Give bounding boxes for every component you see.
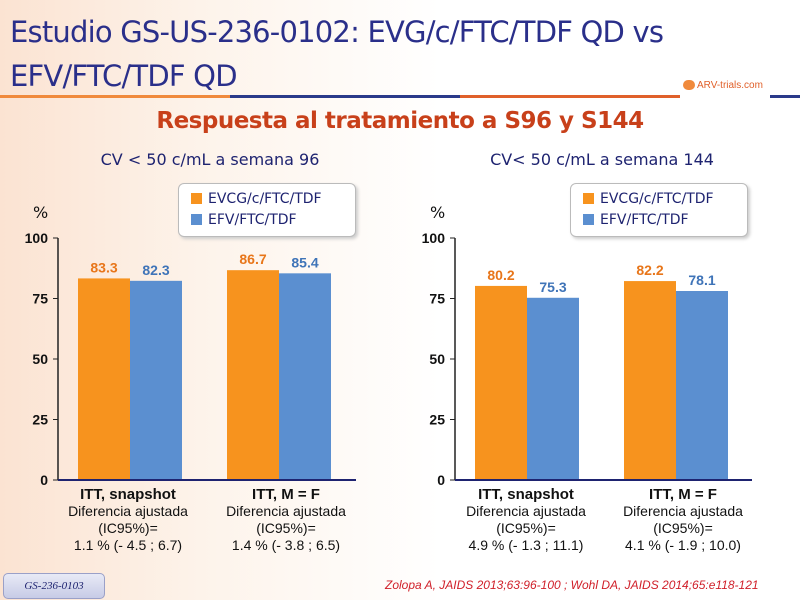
category-name: ITT, M = F [252, 486, 320, 503]
y-tick-label: 50 [429, 351, 445, 367]
reference-citation: Zolopa A, JAIDS 2013;63:96-100 ; Wohl DA… [385, 578, 759, 592]
y-tick-label: 75 [32, 291, 48, 307]
legend-item: EFV/FTC/TDF [191, 212, 297, 228]
note-line: (IC95%)= [653, 520, 713, 536]
legend-label: EVCG/c/FTC/TDF [208, 191, 322, 207]
header-divider [460, 95, 680, 98]
arv-trials-logo: ARV-trials.com [683, 80, 763, 91]
legend-label: EFV/FTC/TDF [600, 212, 689, 228]
chart2-title: CV< 50 c/mL a semana 144 [490, 150, 714, 169]
chart2-legend: EVCG/c/FTC/TDF EFV/FTC/TDF [570, 183, 748, 237]
y-tick-label: 100 [25, 230, 49, 246]
header-divider [230, 95, 460, 98]
category-label: ITT, M = F Diferencia ajustada (IC95%)= 1.4… [206, 486, 366, 554]
legend-item: EFV/FTC/TDF [583, 212, 689, 228]
bar-efv [527, 297, 579, 480]
note-line: (IC95%)= [256, 520, 316, 536]
data-label: 82.3 [142, 262, 169, 278]
chart1-ylabel: % [33, 203, 49, 222]
legend-item: EVCG/c/FTC/TDF [583, 191, 714, 207]
note-line: Diferencia ajustada [623, 503, 743, 519]
category-name: ITT, M = F [649, 486, 717, 503]
bar-evg [78, 278, 130, 480]
chart1-title: CV < 50 c/mL a semana 96 [100, 150, 320, 169]
study-badge: GS-236-0103 [3, 573, 105, 599]
slide-title: Estudio GS-US-236-0102: EVG/c/FTC/TDF QD… [10, 15, 664, 93]
note-line: (IC95%)= [98, 520, 158, 536]
bar-evg [227, 270, 279, 480]
data-label: 83.3 [90, 259, 117, 275]
y-tick-label: 50 [32, 351, 48, 367]
chart1-legend: EVCG/c/FTC/TDF EFV/FTC/TDF [178, 183, 356, 237]
note-line: 1.1 % (- 4.5 ; 6.7) [73, 537, 183, 553]
bar-evg [624, 281, 676, 480]
bar-efv [279, 273, 331, 480]
orange-swatch [191, 193, 202, 204]
y-tick-label: 25 [429, 412, 445, 428]
legend-label: EFV/FTC/TDF [208, 212, 297, 228]
data-label: 85.4 [291, 254, 318, 270]
data-label: 86.7 [239, 251, 266, 267]
y-tick-label: 100 [422, 230, 446, 246]
note-line: (IC95%)= [496, 520, 556, 536]
slide-subtitle: Respuesta al tratamiento a S96 y S144 [156, 108, 644, 134]
blue-swatch [583, 214, 594, 225]
bar-evg [475, 285, 527, 480]
category-name: ITT, snapshot [478, 486, 574, 503]
note-line: Diferencia ajustada [68, 503, 188, 519]
note-line: 1.4 % (- 3.8 ; 6.5) [231, 537, 341, 553]
note-line: 4.1 % (- 1.9 ; 10.0) [625, 537, 741, 553]
y-tick-label: 0 [437, 472, 445, 488]
y-tick-label: 25 [32, 412, 48, 428]
bar-efv [676, 290, 728, 480]
logo-icon [683, 80, 695, 91]
blue-swatch [191, 214, 202, 225]
header-divider [770, 95, 800, 98]
data-label: 75.3 [539, 279, 566, 295]
legend-item: EVCG/c/FTC/TDF [191, 191, 322, 207]
data-label: 82.2 [636, 262, 663, 278]
category-label: ITT, M = F Diferencia ajustada (IC95%)= 4.1… [603, 486, 763, 554]
chart2-ylabel: % [430, 203, 446, 222]
legend-label: EVCG/c/FTC/TDF [600, 191, 714, 207]
note-line: Diferencia ajustada [226, 503, 346, 519]
data-label: 80.2 [487, 267, 514, 283]
category-name: ITT, snapshot [80, 486, 176, 503]
header-divider [0, 95, 230, 98]
category-label: ITT, snapshot Diferencia ajustada (IC95%)=… [446, 486, 606, 554]
y-tick-label: 0 [40, 472, 48, 488]
logo-text: ARV-trials.com [697, 80, 763, 91]
note-line: 4.9 % (- 1.3 ; 11.1) [468, 537, 584, 553]
orange-swatch [583, 193, 594, 204]
bar-efv [130, 280, 182, 480]
note-line: Diferencia ajustada [466, 503, 586, 519]
data-label: 78.1 [688, 272, 715, 288]
category-label: ITT, snapshot Diferencia ajustada (IC95%)=… [48, 486, 208, 554]
y-tick-label: 75 [429, 291, 445, 307]
